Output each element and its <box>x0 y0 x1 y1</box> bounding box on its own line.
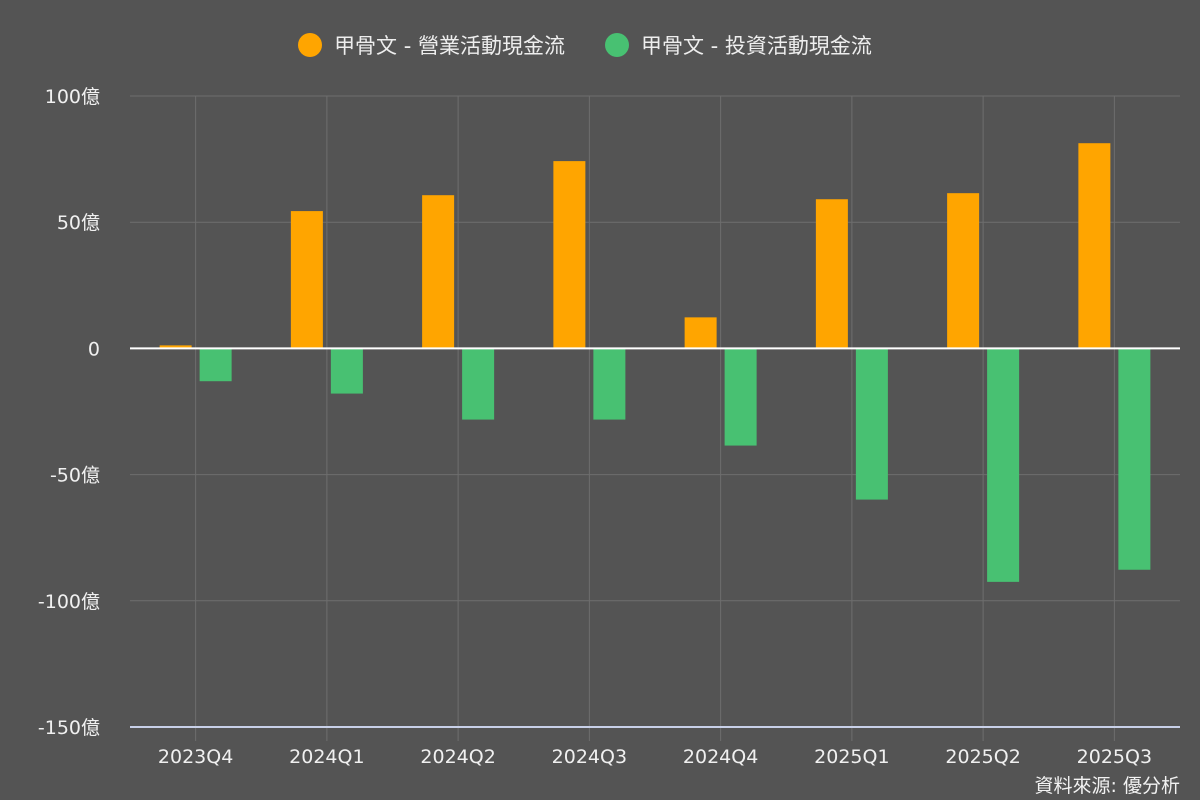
x-tick-label: 2024Q1 <box>289 746 364 768</box>
y-tick-label: -100億 <box>38 591 100 613</box>
bar-operating-2025Q1 <box>815 199 848 349</box>
bar-investing-2024Q4 <box>724 348 757 446</box>
x-tick-label: 2025Q1 <box>814 746 889 768</box>
legend: 甲骨文 - 營業活動現金流 甲骨文 - 投資活動現金流 <box>0 30 1200 60</box>
source-note: 資料來源: 優分析 <box>1034 775 1180 797</box>
bar-operating-2023Q4 <box>159 345 192 349</box>
bar-operating-2025Q2 <box>947 193 980 349</box>
bar-investing-2024Q2 <box>462 348 495 420</box>
y-tick-label: 100億 <box>45 86 100 108</box>
x-tick-label: 2025Q2 <box>945 746 1020 768</box>
bar-operating-2024Q2 <box>422 195 455 349</box>
x-tick-label: 2024Q3 <box>552 746 627 768</box>
legend-label-operating: 甲骨文 - 營業活動現金流 <box>334 34 565 58</box>
bar-operating-2024Q3 <box>553 161 586 349</box>
y-tick-label: -150億 <box>38 717 100 739</box>
x-tick-label: 2024Q2 <box>420 746 495 768</box>
legend-item-investing[interactable]: 甲骨文 - 投資活動現金流 <box>605 30 872 60</box>
bar-operating-2024Q1 <box>290 211 323 349</box>
x-tick-label: 2024Q4 <box>683 746 758 768</box>
legend-marker-investing <box>605 33 629 57</box>
bar-investing-2023Q4 <box>199 348 232 382</box>
x-tick-label: 2023Q4 <box>158 746 233 768</box>
legend-marker-operating <box>298 33 323 57</box>
y-tick-label: 0 <box>88 338 100 360</box>
x-tick-label: 2025Q3 <box>1077 746 1152 768</box>
bar-operating-2024Q4 <box>684 317 717 349</box>
bar-investing-2025Q1 <box>855 348 888 500</box>
y-tick-label: 50億 <box>57 212 100 234</box>
legend-label-investing: 甲骨文 - 投資活動現金流 <box>641 34 872 58</box>
bar-investing-2024Q3 <box>593 348 626 420</box>
bar-operating-2025Q3 <box>1078 143 1111 349</box>
bar-investing-2024Q1 <box>330 348 363 394</box>
legend-item-operating[interactable]: 甲骨文 - 營業活動現金流 <box>298 30 565 60</box>
bar-investing-2025Q3 <box>1118 348 1151 570</box>
y-tick-label: -50億 <box>50 465 100 487</box>
bar-investing-2025Q2 <box>987 348 1020 582</box>
